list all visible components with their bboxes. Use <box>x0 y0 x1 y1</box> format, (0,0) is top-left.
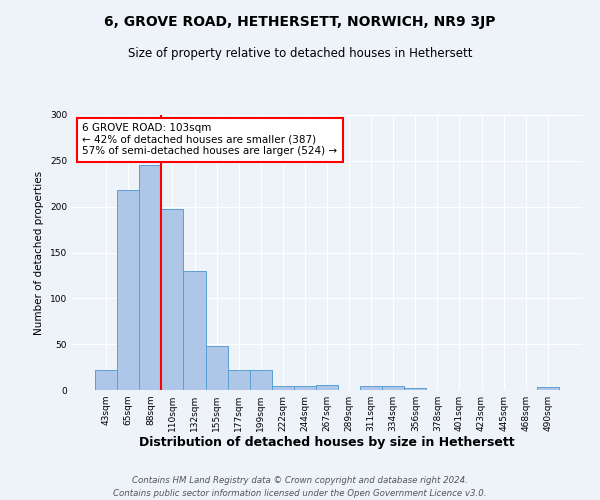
Bar <box>537 387 559 390</box>
Bar <box>117 190 139 390</box>
Bar <box>206 346 227 390</box>
Text: Contains HM Land Registry data © Crown copyright and database right 2024.
Contai: Contains HM Land Registry data © Crown c… <box>113 476 487 498</box>
Bar <box>294 386 316 390</box>
Bar <box>404 388 427 390</box>
Bar <box>360 386 382 390</box>
Bar <box>161 210 184 390</box>
Text: 6, GROVE ROAD, HETHERSETT, NORWICH, NR9 3JP: 6, GROVE ROAD, HETHERSETT, NORWICH, NR9 … <box>104 15 496 29</box>
Text: Distribution of detached houses by size in Hethersett: Distribution of detached houses by size … <box>139 436 515 449</box>
Bar <box>227 370 250 390</box>
Text: 6 GROVE ROAD: 103sqm
← 42% of detached houses are smaller (387)
57% of semi-deta: 6 GROVE ROAD: 103sqm ← 42% of detached h… <box>82 123 337 156</box>
Bar <box>316 384 338 390</box>
Text: Size of property relative to detached houses in Hethersett: Size of property relative to detached ho… <box>128 48 472 60</box>
Bar <box>250 370 272 390</box>
Bar <box>95 370 117 390</box>
Bar <box>382 386 404 390</box>
Y-axis label: Number of detached properties: Number of detached properties <box>34 170 44 334</box>
Bar <box>139 166 161 390</box>
Bar <box>272 386 294 390</box>
Bar <box>184 271 206 390</box>
